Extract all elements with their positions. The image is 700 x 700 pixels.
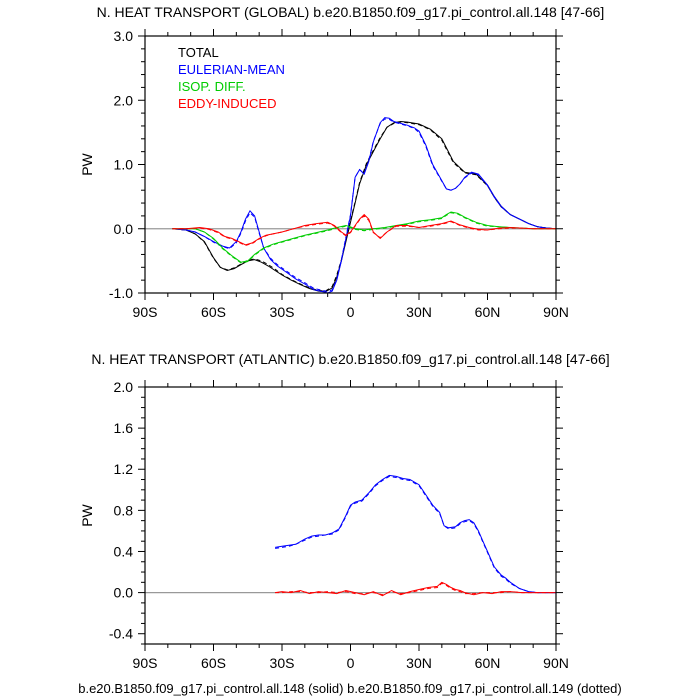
series-line-eulerian-mean-solid (275, 474, 556, 594)
legend-entry: TOTAL (178, 45, 219, 60)
series-line-eulerian-mean-solid (172, 117, 557, 294)
y-tick-label: 1.2 (114, 461, 134, 477)
chart-title: N. HEAT TRANSPORT (ATLANTIC) b.e20.B1850… (91, 351, 609, 367)
x-tick-label: 30S (270, 655, 295, 671)
series-line-eulerian-mean-dotted (172, 118, 557, 293)
x-tick-label: 90S (133, 655, 158, 671)
y-tick-label: -1.0 (109, 285, 133, 301)
legend-entry: ISOP. DIFF. (178, 79, 246, 94)
x-tick-label: 0 (347, 304, 355, 320)
y-tick-label: 1.6 (114, 420, 134, 436)
footer-caption: b.e20.B1850.f09_g17.pi_control.all.148 (… (78, 681, 622, 696)
y-tick-label: 2.0 (114, 92, 134, 108)
chart-title: N. HEAT TRANSPORT (GLOBAL) b.e20.B1850.f… (97, 4, 605, 20)
series-line-eddy-induced-dotted (172, 215, 556, 247)
y-tick-label: 1.0 (114, 157, 134, 173)
global-panel: N. HEAT TRANSPORT (GLOBAL) b.e20.B1850.f… (79, 4, 604, 320)
y-tick-label: -0.4 (109, 626, 133, 642)
y-axis-label: PW (79, 503, 95, 526)
x-tick-label: 30N (406, 304, 432, 320)
series-line-eddy-induced-dotted (275, 582, 556, 596)
y-tick-label: 3.0 (114, 28, 134, 44)
x-tick-label: 60S (201, 655, 226, 671)
y-tick-label: 0.0 (114, 585, 134, 601)
x-tick-label: 30N (406, 655, 432, 671)
x-tick-label: 30S (270, 304, 295, 320)
x-tick-label: 0 (347, 655, 355, 671)
y-tick-label: 0.8 (114, 502, 134, 518)
series-line-isop-diff--dotted (172, 212, 556, 264)
legend-entry: EDDY-INDUCED (178, 96, 276, 111)
x-tick-label: 90N (543, 304, 569, 320)
y-tick-label: 0.4 (114, 543, 134, 559)
legend-entry: EULERIAN-MEAN (178, 62, 285, 77)
x-tick-label: 60S (201, 304, 226, 320)
series-line-isop-diff--solid (172, 211, 556, 263)
y-tick-label: 0.0 (114, 221, 134, 237)
x-tick-label: 60N (475, 655, 501, 671)
y-axis-label: PW (79, 152, 95, 175)
x-tick-label: 90N (543, 655, 569, 671)
x-tick-label: 60N (475, 304, 501, 320)
atlantic-panel: N. HEAT TRANSPORT (ATLANTIC) b.e20.B1850… (79, 351, 610, 671)
y-tick-label: 2.0 (114, 379, 134, 395)
x-tick-label: 90S (133, 304, 158, 320)
